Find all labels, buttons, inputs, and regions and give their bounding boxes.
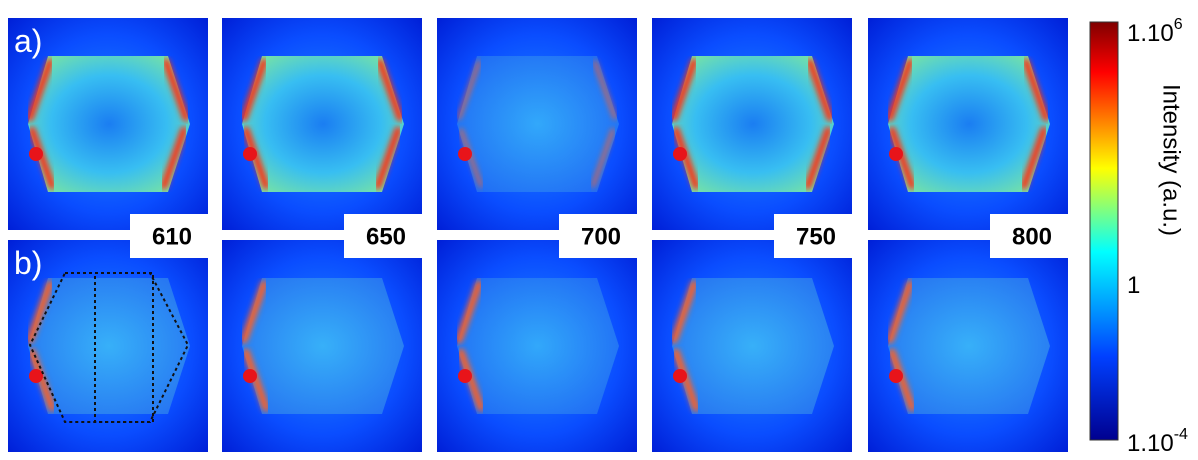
colorbar [1090,22,1118,440]
wavelength-label: 800 [1012,223,1052,250]
panels: 610 650 700 750 800 a) b) [8,18,1074,452]
tick-base: 1.10 [1127,430,1174,457]
excitation-dot [29,369,43,383]
colorbar-tick-label: 1.106 [1127,16,1183,47]
excitation-dot [673,369,687,383]
wavelength-label: 650 [366,223,406,250]
wavelength-label: 610 [152,223,192,250]
panel-label: b) [14,245,42,281]
panel-label: a) [14,23,42,59]
figure: 610650700750800a)b) 1.106 1 1.10-4 Inten… [0,0,1198,460]
excitation-dot [243,147,257,161]
excitation-dot [458,369,472,383]
excitation-dot [673,147,687,161]
excitation-dot [458,147,472,161]
tick-exp: -4 [1174,426,1188,443]
tick-exp: 6 [1174,16,1183,33]
colorbar-label: Intensity (a.u.) [1158,84,1185,236]
wavelength-label: 700 [581,223,621,250]
nanostructure [457,278,619,414]
excitation-dot [889,369,903,383]
excitation-dot [29,147,43,161]
nanostructure [888,278,1050,414]
nanostructure [672,278,834,414]
tick-base: 1 [1127,272,1140,299]
excitation-dot [243,369,257,383]
nanostructure [242,278,404,414]
tick-base: 1.10 [1127,20,1174,47]
colorbar-tick-label: 1 [1127,272,1140,299]
page: {"panel_labels": ["a)", "b)"], "waveleng… [0,0,1198,460]
nanostructure [457,56,619,192]
colorbar-tick-label: 1.10-4 [1127,426,1188,457]
wavelength-label: 750 [796,223,836,250]
excitation-dot [889,147,903,161]
